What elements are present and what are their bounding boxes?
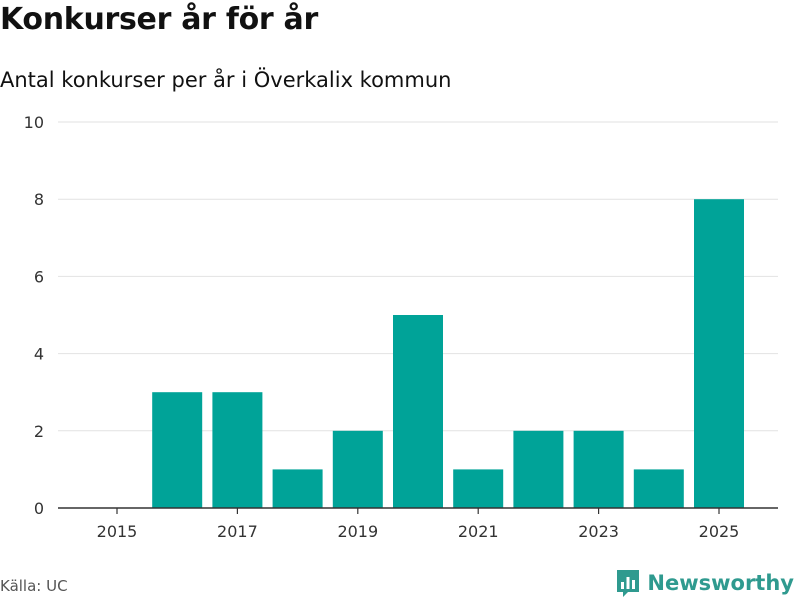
x-tick-label: 2021: [458, 522, 499, 541]
brand-logo: Newsworthy: [615, 568, 794, 598]
newsworthy-logo-icon: [617, 570, 640, 597]
bar-2022: [513, 430, 564, 508]
bar-2018: [272, 469, 323, 508]
y-tick-label: 8: [34, 190, 44, 209]
bar-2023: [573, 430, 624, 508]
y-tick-label: 0: [34, 499, 44, 518]
x-tick-label: 2015: [97, 522, 138, 541]
brand-name: Newsworthy: [647, 571, 794, 595]
bar-2016: [152, 392, 203, 508]
x-tick-label: 2025: [699, 522, 740, 541]
y-tick-label: 10: [24, 113, 44, 132]
bar-2017: [212, 392, 263, 508]
bar-2025: [694, 199, 744, 508]
chart-title: Konkurser år för år: [0, 2, 318, 37]
y-tick-label: 6: [34, 267, 44, 286]
bar-2024: [633, 469, 684, 508]
x-tick-label: 2017: [217, 522, 258, 541]
chart-subtitle: Antal konkurser per år i Överkalix kommu…: [0, 68, 452, 92]
y-tick-label: 2: [34, 422, 44, 441]
bar-2021: [453, 469, 504, 508]
y-tick-label: 4: [34, 345, 44, 364]
bar-2020: [393, 315, 443, 508]
x-tick-label: 2019: [337, 522, 378, 541]
source-note: Källa: UC: [0, 577, 68, 595]
bar-2019: [332, 430, 383, 508]
x-tick-label: 2023: [578, 522, 619, 541]
